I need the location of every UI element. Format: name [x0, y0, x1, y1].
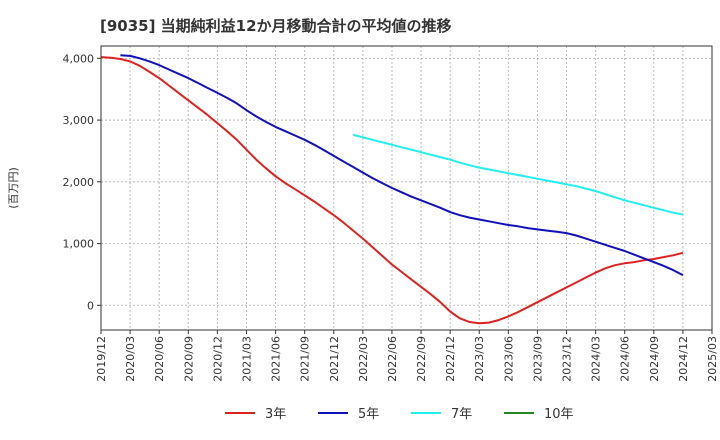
x-tick-label: 2022/12 — [444, 336, 457, 382]
x-tick-label: 2024/03 — [590, 336, 603, 382]
x-tick-label: 2024/06 — [619, 336, 632, 382]
x-tick-label: 2020/06 — [153, 336, 166, 382]
x-tick-label: 2021/06 — [270, 336, 283, 382]
legend-label: 3年 — [265, 407, 286, 422]
series-line-5年 — [120, 54, 684, 276]
x-tick-label: 2024/09 — [648, 336, 661, 382]
x-tick-label: 2021/09 — [299, 336, 312, 382]
x-tick-label: 2024/12 — [677, 336, 690, 382]
x-tick-label: 2019/12 — [95, 336, 108, 382]
y-tick-label: 0 — [87, 299, 94, 312]
x-tick-label: 2022/03 — [357, 336, 370, 382]
chart-title: [9035] 当期純利益12か月移動合計の平均値の推移 — [100, 17, 452, 35]
legend-label: 7年 — [451, 407, 472, 422]
x-tick-label: 2020/09 — [182, 336, 195, 382]
y-axis-ticks: 0 1,000 2,000 3,000 4,000 — [63, 52, 101, 312]
y-axis-label: (百万円) — [7, 167, 20, 209]
x-tick-label: 2020/03 — [124, 336, 137, 382]
plot-area — [100, 45, 713, 331]
x-tick-label: 2023/09 — [531, 336, 544, 382]
series-lines — [100, 54, 684, 325]
legend-label: 10年 — [544, 407, 574, 422]
gridlines — [100, 46, 713, 330]
y-tick-label: 1,000 — [63, 238, 95, 251]
x-tick-label: 2021/03 — [240, 336, 253, 382]
x-axis-ticks: 2019/12 2020/03 2020/06 2020/09 2020/12 2021/… — [95, 330, 719, 382]
legend: 3年 5年 7年 10年 — [225, 407, 574, 422]
x-tick-label: 2022/09 — [415, 336, 428, 382]
x-tick-label: 2020/12 — [211, 336, 224, 382]
y-tick-label: 3,000 — [63, 114, 95, 127]
legend-label: 5年 — [358, 407, 379, 422]
series-line-7年 — [352, 133, 684, 216]
x-tick-label: 2022/06 — [386, 336, 399, 382]
x-tick-label: 2023/03 — [473, 336, 486, 382]
x-tick-label: 2023/12 — [561, 336, 574, 382]
x-tick-label: 2025/03 — [706, 336, 719, 382]
y-tick-label: 4,000 — [63, 52, 95, 65]
y-tick-label: 2,000 — [63, 176, 95, 189]
x-tick-label: 2021/12 — [328, 336, 341, 382]
x-tick-label: 2023/06 — [502, 336, 515, 382]
series-line-3年 — [100, 56, 684, 325]
